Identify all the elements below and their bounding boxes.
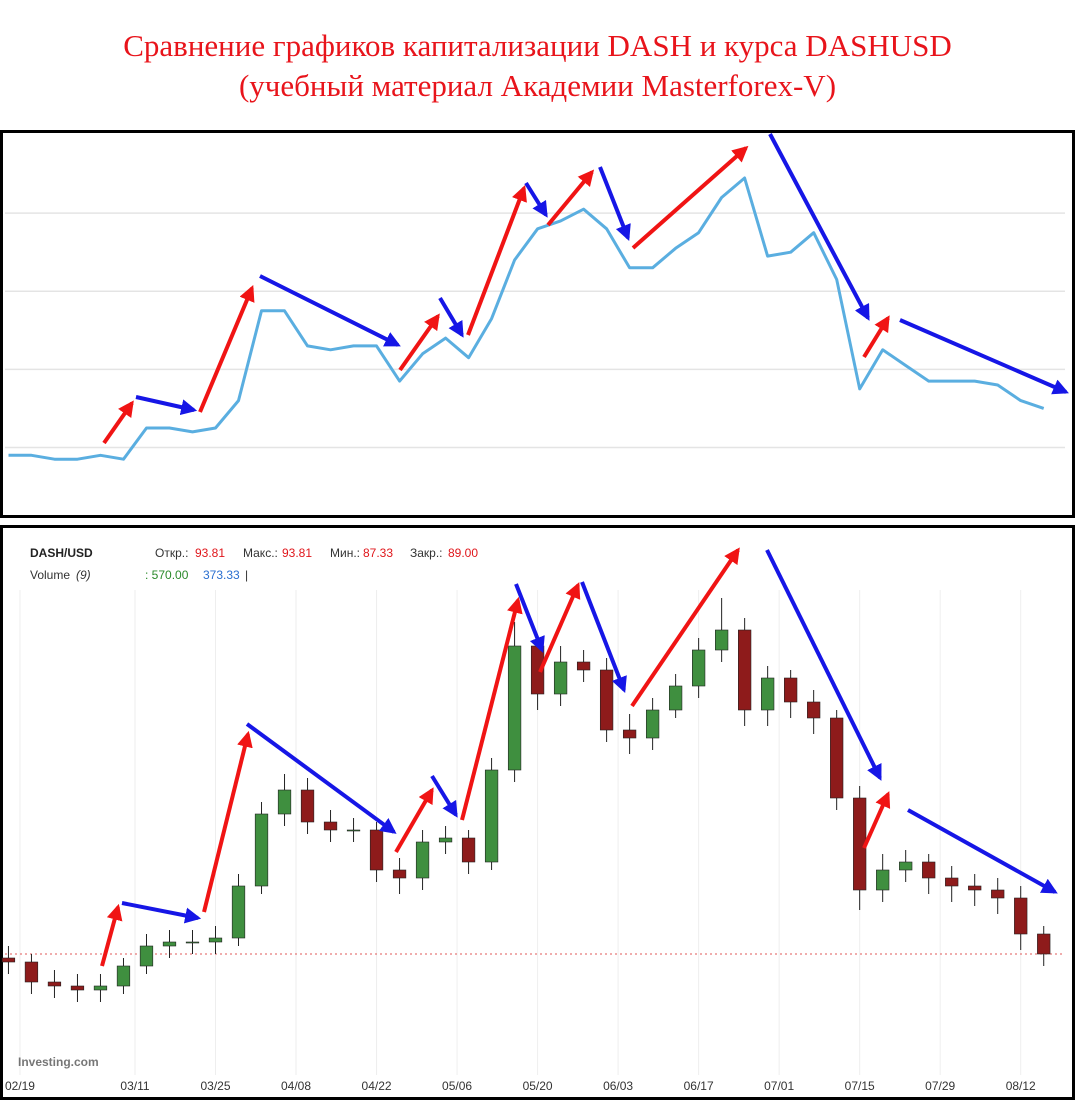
x-tick-label: 08/12 (1006, 1079, 1036, 1093)
candle-body (599, 669, 614, 731)
candle-body (116, 965, 131, 987)
symbol: DASH/USD (30, 546, 93, 560)
volume-label: Volume (30, 568, 70, 582)
candle-body (208, 937, 223, 943)
candle-body (70, 985, 85, 991)
candle-body (277, 789, 292, 815)
candle-body (576, 661, 591, 671)
candle-body (415, 841, 430, 879)
candle-body (715, 629, 729, 651)
plot: 02/19 03/11 03/25 04/08 04/22 05/06 05/20 06/03… (1, 590, 1065, 1093)
down-arrows (135, 133, 1069, 416)
candle-body (438, 837, 453, 843)
candle-body (507, 645, 522, 771)
candle-body (93, 985, 108, 991)
candle-body (692, 649, 706, 687)
separator: | (245, 568, 248, 582)
candle-body (185, 941, 200, 944)
x-tick-label: 06/03 (603, 1079, 633, 1093)
x-tick-label: 07/01 (764, 1079, 794, 1093)
candle-body (761, 677, 775, 711)
x-tick-label: 05/06 (442, 1079, 472, 1093)
plot (5, 176, 1065, 461)
candle-body (991, 889, 1005, 899)
value: 93.81 (282, 546, 312, 560)
candle-body (369, 829, 384, 871)
volume-period: (9) (76, 568, 91, 582)
candle-body (622, 729, 637, 739)
value: 87.33 (363, 546, 393, 560)
label: Макс.: (243, 546, 278, 560)
annotations (100, 547, 1058, 967)
value: 89.00 (448, 546, 478, 560)
annotations (102, 133, 1069, 445)
legend: DASH/USD Откр.: 93.81 Макс.: 93.81 Мин.:… (30, 546, 478, 582)
candle-body (139, 945, 154, 967)
label: Закр.: (410, 546, 443, 560)
candle-body (231, 885, 246, 939)
candle-body (553, 661, 568, 695)
candle-body (254, 813, 269, 887)
candle-body (945, 877, 959, 887)
candle-body (461, 837, 476, 863)
x-tick-label: 03/11 (120, 1079, 149, 1093)
market-cap-chart (0, 130, 1075, 518)
x-tick-label: 04/22 (362, 1079, 392, 1093)
candle-body (899, 861, 913, 871)
candle-body (784, 677, 798, 703)
candle-body (876, 869, 890, 891)
x-tick-label: 07/15 (845, 1079, 875, 1093)
candle-body (807, 701, 821, 719)
candle-body (24, 961, 39, 983)
candle-body (1037, 933, 1051, 955)
x-tick-label: 03/25 (200, 1079, 230, 1093)
candle-body (1014, 897, 1028, 935)
volume-value: : 570.00 (145, 568, 189, 582)
candle-body (484, 769, 499, 863)
x-tick-label: 04/08 (281, 1079, 311, 1093)
candle-body (738, 629, 752, 711)
cap-line (8, 176, 1045, 461)
x-tick-label: 07/29 (925, 1079, 955, 1093)
value: 93.81 (195, 546, 225, 560)
candle-body (830, 717, 844, 799)
watermark: Investing.com (18, 1055, 99, 1069)
x-tick-label: 05/20 (523, 1079, 553, 1093)
candle-body (300, 789, 315, 823)
title-line: Сравнение графиков капитализации DASH и … (123, 28, 952, 63)
label: Мин.: (330, 546, 360, 560)
candle-body (968, 885, 982, 891)
candle-body (392, 869, 407, 879)
candle-body (645, 709, 660, 739)
title-line: (учебный материал Академии Masterforex-V… (238, 68, 837, 103)
frame (0, 130, 1075, 518)
candle-body (1, 957, 16, 963)
candle-body (668, 685, 683, 711)
candle-body (346, 829, 361, 832)
down-arrows (121, 549, 1058, 924)
label: Откр.: (155, 546, 188, 560)
candle-body (47, 981, 62, 987)
up-arrows (102, 145, 890, 445)
candle-body (323, 821, 338, 831)
x-tick-label: 02/19 (5, 1079, 35, 1093)
title-block: Сравнение графиков капитализации DASH и … (0, 0, 1075, 130)
candle-body (922, 861, 936, 879)
up-arrows (100, 547, 891, 967)
candle-body (162, 941, 177, 947)
volume-average: 373.33 (203, 568, 240, 582)
price-chart: 02/19 03/11 03/25 04/08 04/22 05/06 05/20 06/03… (0, 525, 1075, 1100)
x-tick-label: 06/17 (684, 1079, 714, 1093)
